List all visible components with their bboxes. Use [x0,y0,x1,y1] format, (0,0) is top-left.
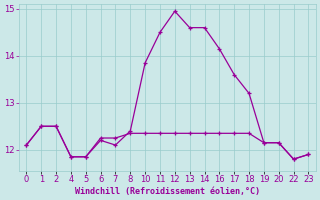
X-axis label: Windchill (Refroidissement éolien,°C): Windchill (Refroidissement éolien,°C) [75,187,260,196]
